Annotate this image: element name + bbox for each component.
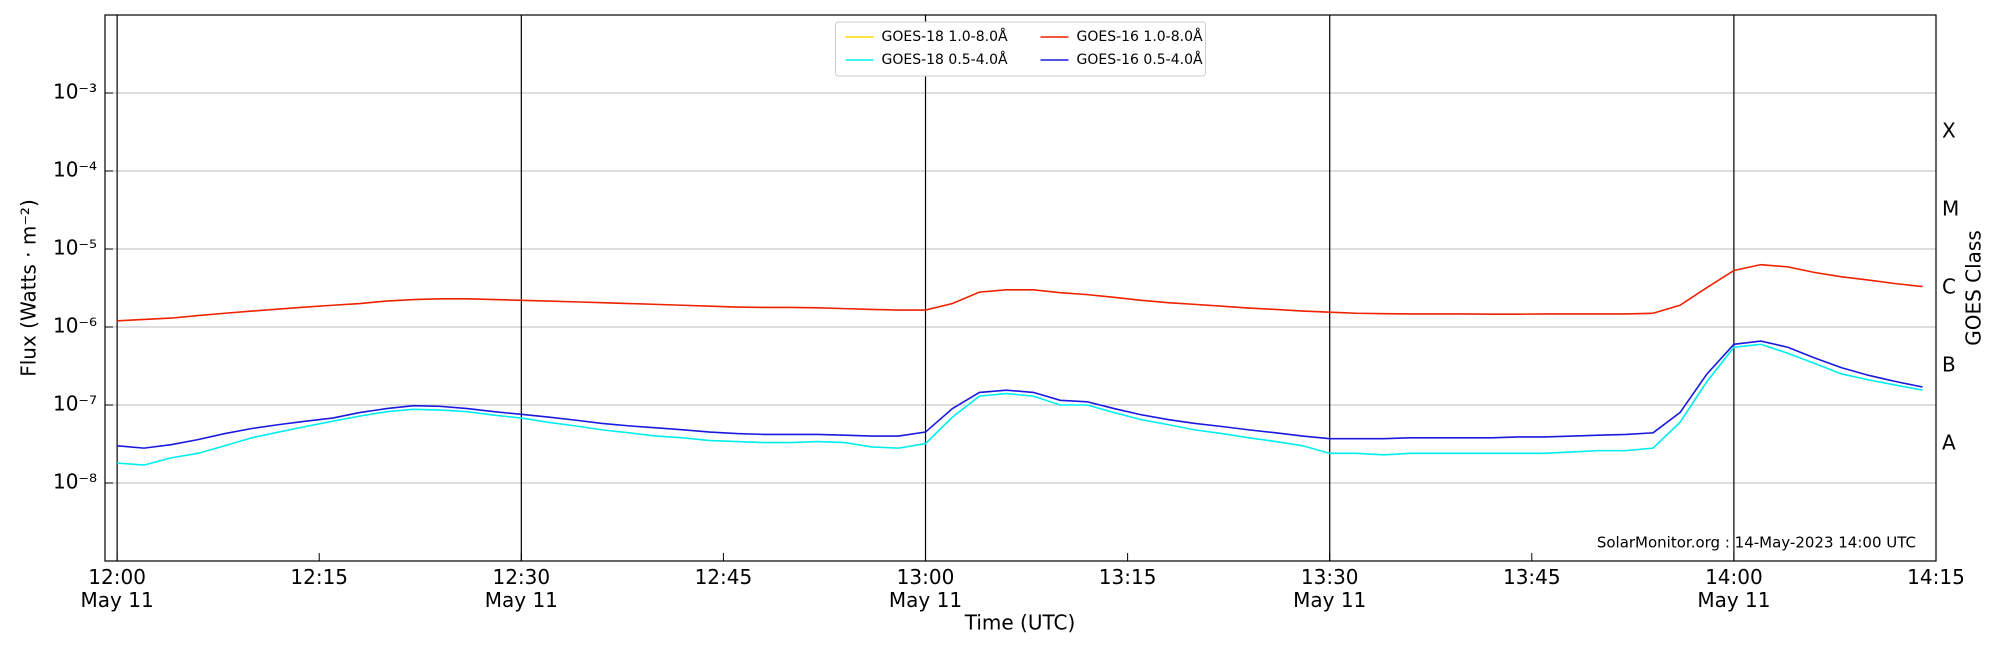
x-tick-label: 13:15 xyxy=(1098,565,1157,589)
y-tick-label: 10⁻⁴ xyxy=(53,158,97,182)
legend-box xyxy=(835,21,1206,77)
annotation: SolarMonitor.org : 14-May-2023 14:00 UTC xyxy=(1597,534,1916,552)
x-tick-label: 13:00 May 11 xyxy=(888,565,963,612)
y2-tick-label: A xyxy=(1942,431,1956,455)
y2-axis-title: GOES Class xyxy=(1962,230,1986,346)
series-line xyxy=(117,343,1923,466)
x-tick-label: 14:00 May 11 xyxy=(1697,565,1771,612)
y-tick-label: 10⁻⁶ xyxy=(53,314,97,338)
legend-label: GOES-18 0.5-4.0Å xyxy=(882,51,1008,68)
y-tick-label: 10⁻⁷ xyxy=(53,392,97,416)
series-line xyxy=(117,340,1923,449)
series-line xyxy=(117,263,1923,322)
y-tick-label: 10⁻⁵ xyxy=(53,236,97,260)
x-tick-label: 12:45 xyxy=(694,565,753,589)
x-axis-title: Time (UTC) xyxy=(964,611,1076,635)
y2-tick-label: C xyxy=(1942,275,1956,299)
y2-tick-label: M xyxy=(1942,197,1959,221)
y-axis-title: Flux (Watts · m⁻²) xyxy=(17,199,41,377)
x-tick-label: 14:15 xyxy=(1907,565,1965,589)
y2-tick-label: B xyxy=(1942,353,1956,377)
legend: GOES-18 1.0-8.0Å GOES-18 0.5-4.0Å GOES-16 … xyxy=(835,21,1206,77)
plot-frame xyxy=(104,14,1937,562)
legend-label: GOES-16 0.5-4.0Å xyxy=(1077,51,1203,68)
y-tick-label: 10⁻⁸ xyxy=(53,470,97,494)
y-tick-label: 10⁻³ xyxy=(53,80,97,104)
x-tick-label: 12:00 May 11 xyxy=(80,565,154,612)
x-tick-label: 12:15 xyxy=(290,565,349,589)
x-tick-label: 13:30 May 11 xyxy=(1293,565,1367,612)
y2-tick-label: X xyxy=(1942,119,1956,143)
legend-label: GOES-18 1.0-8.0Å xyxy=(882,28,1008,45)
x-tick-label: 12:30 May 11 xyxy=(484,565,558,612)
legend-label: GOES-16 1.0-8.0Å xyxy=(1077,28,1203,45)
x-tick-label: 13:45 xyxy=(1502,565,1561,589)
